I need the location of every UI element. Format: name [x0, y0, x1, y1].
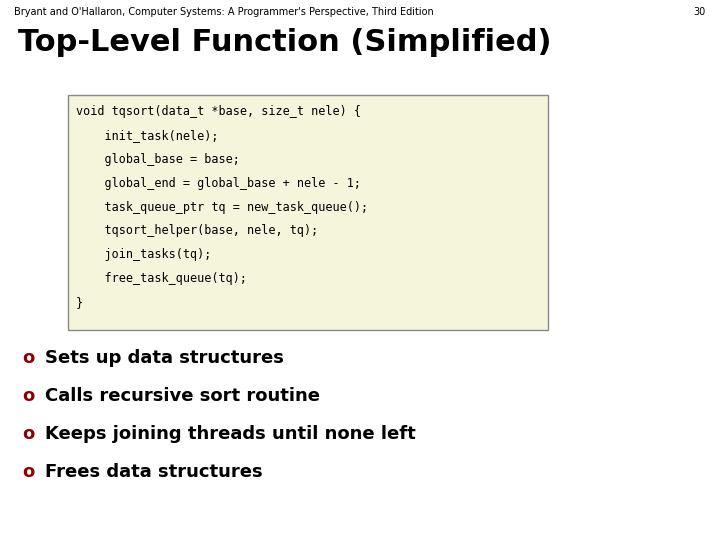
Text: free_task_queue(tq);: free_task_queue(tq); [76, 272, 247, 285]
Text: }: } [76, 296, 83, 309]
Text: o: o [22, 349, 35, 367]
Text: join_tasks(tq);: join_tasks(tq); [76, 248, 212, 261]
Text: task_queue_ptr tq = new_task_queue();: task_queue_ptr tq = new_task_queue(); [76, 200, 368, 213]
Text: o: o [22, 425, 35, 443]
Text: Keeps joining threads until none left: Keeps joining threads until none left [45, 425, 415, 443]
Text: o: o [22, 463, 35, 481]
Text: Carnegie Mellon: Carnegie Mellon [603, 4, 709, 17]
Text: init_task(nele);: init_task(nele); [76, 129, 218, 142]
Text: global_base = base;: global_base = base; [76, 153, 240, 166]
Text: void tqsort(data_t *base, size_t nele) {: void tqsort(data_t *base, size_t nele) { [76, 105, 361, 118]
Text: 30: 30 [694, 7, 706, 17]
Text: Top-Level Function (Simplified): Top-Level Function (Simplified) [18, 28, 552, 57]
Text: Calls recursive sort routine: Calls recursive sort routine [45, 387, 320, 405]
Text: Sets up data structures: Sets up data structures [45, 349, 284, 367]
Text: Frees data structures: Frees data structures [45, 463, 263, 481]
Text: o: o [22, 387, 35, 405]
Text: tqsort_helper(base, nele, tq);: tqsort_helper(base, nele, tq); [76, 225, 318, 238]
Text: global_end = global_base + nele - 1;: global_end = global_base + nele - 1; [76, 177, 361, 190]
Text: Bryant and O'Hallaron, Computer Systems: A Programmer's Perspective, Third Editi: Bryant and O'Hallaron, Computer Systems:… [14, 7, 433, 17]
FancyBboxPatch shape [68, 95, 548, 330]
